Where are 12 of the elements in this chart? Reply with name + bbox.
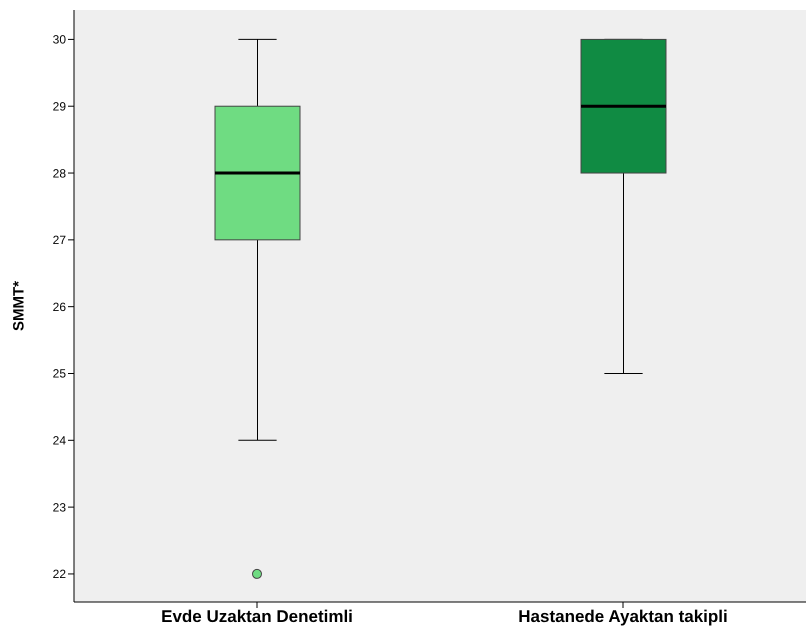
y-tick-label: 29 xyxy=(52,99,66,114)
y-tick-label: 27 xyxy=(52,233,66,248)
x-tick-label: Hastanede Ayaktan takipli xyxy=(518,607,728,626)
y-tick-label: 24 xyxy=(52,434,66,448)
y-tick-label: 26 xyxy=(52,300,66,314)
y-tick-label: 30 xyxy=(52,32,66,47)
y-tick-label: 22 xyxy=(52,567,66,582)
x-tick-label: Evde Uzaktan Denetimli xyxy=(161,607,353,626)
y-axis-title: SMMT* xyxy=(10,280,28,331)
y-tick-label: 23 xyxy=(52,500,66,514)
y-tick-label: 28 xyxy=(52,166,66,180)
y-tick-label: 25 xyxy=(52,366,66,381)
